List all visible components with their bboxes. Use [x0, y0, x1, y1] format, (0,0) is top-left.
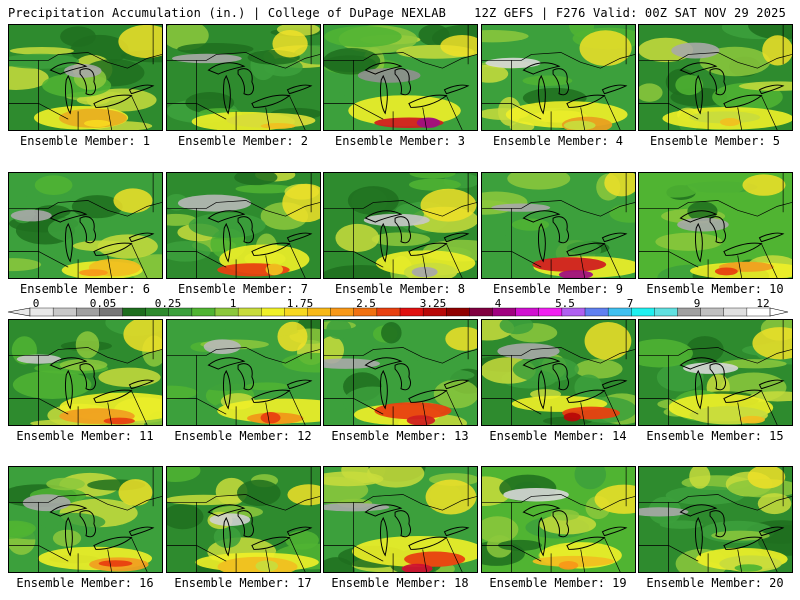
- colorbar-tick-label: 1.75: [286, 297, 314, 310]
- precip-map-graphic: [482, 467, 635, 572]
- ensemble-member-caption: Ensemble Member: 16: [16, 576, 154, 590]
- ensemble-member-caption: Ensemble Member: 14: [489, 429, 627, 443]
- ensemble-member-caption: Ensemble Member: 2: [177, 134, 309, 148]
- ensemble-map-9: [481, 172, 636, 279]
- precip-map-graphic: [639, 467, 792, 572]
- colorbar-swatch: [631, 307, 655, 317]
- colorbar-swatch: [446, 307, 470, 317]
- colorbar-tick-label: 12: [756, 297, 770, 310]
- colorbar-tick-label: 0.05: [89, 297, 117, 310]
- colorbar-swatch: [191, 307, 216, 317]
- ensemble-member-caption: Ensemble Member: 18: [331, 576, 469, 590]
- colorbar-tick-label: 0.25: [154, 297, 182, 310]
- ensemble-map-13: [323, 319, 478, 426]
- ensemble-map-15: [638, 319, 793, 426]
- ensemble-member-caption: Ensemble Member: 19: [489, 576, 627, 590]
- colorbar-tick-label: 0: [32, 297, 40, 310]
- ensemble-map-8: [323, 172, 478, 279]
- precip-map-graphic: [167, 467, 320, 572]
- colorbar-swatch: [122, 307, 147, 317]
- colorbar-tick-label: 9: [693, 297, 701, 310]
- ensemble-map-16: [8, 466, 163, 573]
- colorbar-swatch: [330, 307, 355, 317]
- colorbar-swatch: [515, 307, 540, 317]
- colorbar-tick-label: 7: [626, 297, 634, 310]
- ensemble-member-caption: Ensemble Member: 9: [492, 282, 624, 296]
- ensemble-map-4: [481, 24, 636, 131]
- precip-map-graphic: [167, 25, 320, 130]
- colorbar-swatch: [376, 307, 401, 317]
- precip-map-graphic: [324, 467, 477, 572]
- precip-map-graphic: [324, 25, 477, 130]
- precip-map-graphic: [482, 173, 635, 278]
- ensemble-member-caption: Ensemble Member: 1: [19, 134, 151, 148]
- precip-map-graphic: [167, 320, 320, 425]
- ensemble-member-caption: Ensemble Member: 10: [646, 282, 784, 296]
- colorbar-swatch: [584, 307, 609, 317]
- ensemble-member-caption: Ensemble Member: 5: [649, 134, 781, 148]
- precip-map-graphic: [9, 467, 162, 572]
- run-valid-time: 12Z GEFS | F276 Valid: 00Z SAT NOV 29 20…: [474, 6, 786, 20]
- precip-map-graphic: [639, 25, 792, 130]
- precip-colorbar: [7, 307, 789, 317]
- page-title: Precipitation Accumulation (in.) | Colle…: [8, 6, 447, 20]
- ensemble-member-caption: Ensemble Member: 20: [646, 576, 784, 590]
- ensemble-member-caption: Ensemble Member: 8: [334, 282, 466, 296]
- ensemble-map-20: [638, 466, 793, 573]
- ensemble-member-caption: Ensemble Member: 3: [334, 134, 466, 148]
- colorbar-swatch: [469, 307, 494, 317]
- ensemble-member-caption: Ensemble Member: 11: [16, 429, 154, 443]
- precip-map-graphic: [9, 25, 162, 130]
- ensemble-member-caption: Ensemble Member: 7: [177, 282, 309, 296]
- precip-map-graphic: [9, 320, 162, 425]
- precip-map-graphic: [324, 173, 477, 278]
- precip-map-graphic: [167, 173, 320, 278]
- ensemble-member-caption: Ensemble Member: 15: [646, 429, 784, 443]
- colorbar-swatch: [237, 307, 262, 317]
- ensemble-member-caption: Ensemble Member: 4: [492, 134, 624, 148]
- colorbar-tick-label: 5.5: [555, 297, 575, 310]
- ensemble-member-caption: Ensemble Member: 17: [174, 576, 312, 590]
- precip-map-graphic: [639, 173, 792, 278]
- ensemble-map-6: [8, 172, 163, 279]
- ensemble-map-1: [8, 24, 163, 131]
- colorbar-swatch: [700, 307, 725, 317]
- ensemble-member-caption: Ensemble Member: 6: [19, 282, 151, 296]
- colorbar-swatch: [52, 307, 77, 317]
- ensemble-map-12: [166, 319, 321, 426]
- colorbar-tick-label: 1: [229, 297, 237, 310]
- colorbar-swatch: [723, 307, 748, 317]
- precip-map-graphic: [482, 320, 635, 425]
- ensemble-map-17: [166, 466, 321, 573]
- ensemble-map-18: [323, 466, 478, 573]
- colorbar-tick-label: 2.5: [356, 297, 376, 310]
- ensemble-member-caption: Ensemble Member: 12: [174, 429, 312, 443]
- ensemble-map-14: [481, 319, 636, 426]
- colorbar-tick-label: 3.25: [419, 297, 447, 310]
- ensemble-map-19: [481, 466, 636, 573]
- ensemble-map-2: [166, 24, 321, 131]
- colorbar-tick-label: 4: [494, 297, 502, 310]
- colorbar-swatch: [654, 307, 679, 317]
- precip-map-graphic: [9, 173, 162, 278]
- ensemble-map-7: [166, 172, 321, 279]
- precip-map-graphic: [482, 25, 635, 130]
- colorbar-swatch: [261, 307, 285, 317]
- ensemble-map-5: [638, 24, 793, 131]
- ensemble-map-3: [323, 24, 478, 131]
- ensemble-member-caption: Ensemble Member: 13: [331, 429, 469, 443]
- ensemble-map-11: [8, 319, 163, 426]
- ensemble-map-10: [638, 172, 793, 279]
- precip-map-graphic: [639, 320, 792, 425]
- precip-map-graphic: [324, 320, 477, 425]
